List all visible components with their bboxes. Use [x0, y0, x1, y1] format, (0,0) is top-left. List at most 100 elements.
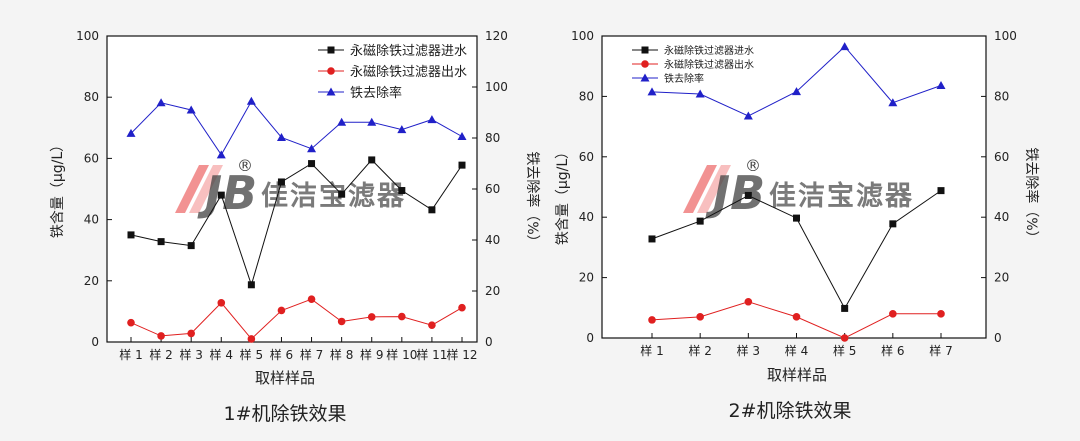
chart-1-x-tick-label: 样 11 — [416, 347, 447, 362]
chart-1-title: 1#机除铁效果 — [223, 403, 346, 425]
chart-2-ylabel: 铁含量（μg/L） — [555, 145, 571, 245]
chart-1-y-tick-label: 60 — [84, 151, 99, 165]
chart-1-series-1-point — [428, 206, 436, 214]
chart-2-watermark-brand: 佳洁宝滤器 — [769, 180, 914, 212]
chart-1-watermark-logo-stripe — [189, 165, 223, 213]
chart-2-series-1-point — [696, 217, 704, 225]
chart-2-y-tick-label: 40 — [579, 210, 594, 224]
chart-2-legend-marker — [641, 46, 649, 54]
chart-1-series-3-point — [246, 96, 256, 105]
chart-2-y2label: 铁去除率（%） — [1023, 147, 1040, 244]
chart-2-series-1-point — [841, 304, 849, 312]
chart-1-x-tick-label: 样 1 — [119, 347, 142, 362]
chart-1-series-3-point — [337, 117, 347, 126]
chart-2-series-3-point — [840, 42, 850, 51]
chart-2-title: 2#机除铁效果 — [728, 400, 851, 422]
chart-2-series-3-point — [792, 87, 801, 96]
chart-2-legend-label: 永磁除铁过滤器出水 — [664, 58, 754, 71]
chart-1-series-1-point — [157, 238, 165, 246]
chart-2-series-1-point — [889, 220, 897, 228]
chart-2-series-2-point — [696, 313, 704, 321]
chart-2-series-3-point — [695, 89, 705, 98]
chart-2-series-2-point — [937, 310, 945, 318]
chart-1-watermark-logo-stripe — [175, 165, 209, 213]
chart-2-y-tick-label: 0 — [586, 331, 594, 345]
chart-1-series-2-point — [367, 313, 376, 321]
chart-1-legend-marker — [327, 46, 335, 54]
chart-1-series-3-point — [126, 128, 136, 137]
chart-2-series-2-point — [840, 334, 849, 342]
chart-2-series-3-point — [936, 81, 946, 90]
chart-1-series-1-point — [338, 190, 346, 198]
chart-2-x-tick-label: 样 4 — [785, 343, 808, 358]
chart-2-y-tick-label: 20 — [579, 271, 594, 285]
chart-1-series-3-point — [156, 98, 166, 107]
chart-2-y-tick-label: 60 — [579, 150, 594, 164]
chart-1-ylabel: 铁含量（μg/L） — [50, 138, 66, 238]
chart-1-series-1-point — [308, 160, 316, 168]
chart-2-y2-tick-label: 20 — [994, 271, 1009, 285]
chart-1-watermark-registered-mark: ® — [237, 156, 253, 175]
chart-1-y2-tick-label: 40 — [485, 233, 500, 247]
chart-2-series-2-point — [792, 313, 801, 321]
chart-1-series-2-point — [337, 317, 346, 326]
chart-1-series-2-point — [277, 306, 286, 315]
chart-1-x-tick-label: 样 5 — [240, 347, 263, 362]
chart-1-series-1-point — [458, 161, 466, 169]
chart-2-legend-marker — [640, 73, 650, 82]
chart-1-x-tick-label: 样 2 — [149, 347, 172, 362]
chart-2-y2-tick-label: 0 — [994, 331, 1002, 345]
chart-1-series-3-point — [397, 125, 407, 134]
chart-1-x-tick-label: 样 12 — [446, 347, 477, 362]
chart-1-series-2-line — [130, 298, 463, 340]
chart-1-series-2-point — [217, 299, 226, 307]
chart-2-series-1-point — [793, 214, 800, 222]
chart-2-y2-tick-label: 100 — [994, 29, 1017, 43]
chart-2-series-2-point — [648, 316, 656, 324]
chart-1-x-tick-label: 样 7 — [300, 347, 323, 362]
chart-1-series-2-point — [428, 321, 436, 329]
chart-2-x-tick-label: 样 5 — [833, 343, 856, 358]
chart-1-legend-label: 铁去除率 — [350, 85, 402, 101]
chart-1-series-1-line — [130, 159, 463, 287]
chart-1-y2-tick-label: 80 — [485, 131, 500, 145]
chart-1-series-1-point — [127, 231, 135, 239]
chart-1-xlabel: 取样样品 — [255, 369, 315, 387]
chart-1-y2-tick-label: 0 — [485, 335, 493, 349]
chart-1-series-2-point — [398, 312, 406, 321]
chart-1-x-tick-label: 样 8 — [330, 347, 353, 362]
chart-2-x-tick-label: 样 2 — [688, 343, 711, 358]
chart-2-x-tick-label: 样 3 — [737, 343, 760, 358]
chart-1-y2-tick-label: 120 — [485, 29, 508, 43]
chart-1-series-3-point — [307, 144, 317, 153]
chart-1-y2-tick-label: 60 — [485, 182, 500, 196]
chart-2-xlabel: 取样样品 — [767, 366, 827, 384]
chart-1-y-tick-label: 0 — [91, 335, 99, 349]
chart-2-plot-frame — [601, 35, 987, 339]
chart-1-series-1-point — [368, 156, 376, 164]
chart-1-series-2-point — [458, 303, 466, 312]
chart-1-y-tick-label: 100 — [76, 29, 99, 43]
chart-2-y2-tick-label: 80 — [994, 89, 1009, 103]
chart-2-watermark-registered-mark: ® — [745, 156, 761, 175]
chart-1-x-tick-label: 样 4 — [210, 347, 233, 362]
chart-2-y-tick-label: 100 — [571, 29, 594, 43]
chart-2-plot-area — [602, 36, 986, 338]
chart-1-series-3-point — [457, 131, 467, 140]
chart-1-plot-area — [107, 36, 477, 342]
chart-1-series-2-point — [247, 335, 256, 343]
chart-1-series-1-point — [187, 242, 195, 250]
chart-2-watermark-logo-stripe — [683, 165, 717, 213]
chart-2-y2-tick-label: 40 — [994, 210, 1009, 224]
chart-2-y2-tick-label: 60 — [994, 150, 1009, 164]
chart-1-legend-marker — [327, 67, 335, 75]
chart-1-series-3-point — [276, 132, 286, 141]
chart-1-series-1-point — [277, 178, 285, 186]
chart-1-series-2-point — [127, 318, 135, 327]
chart-1-series-3-point — [216, 150, 226, 159]
chart-1-series-3-line — [130, 100, 463, 156]
chart-1-y-tick-label: 20 — [84, 274, 99, 288]
chart-1-y2label: 铁去除率（%） — [524, 151, 541, 248]
chart-1-y2-tick-label: 20 — [485, 284, 500, 298]
